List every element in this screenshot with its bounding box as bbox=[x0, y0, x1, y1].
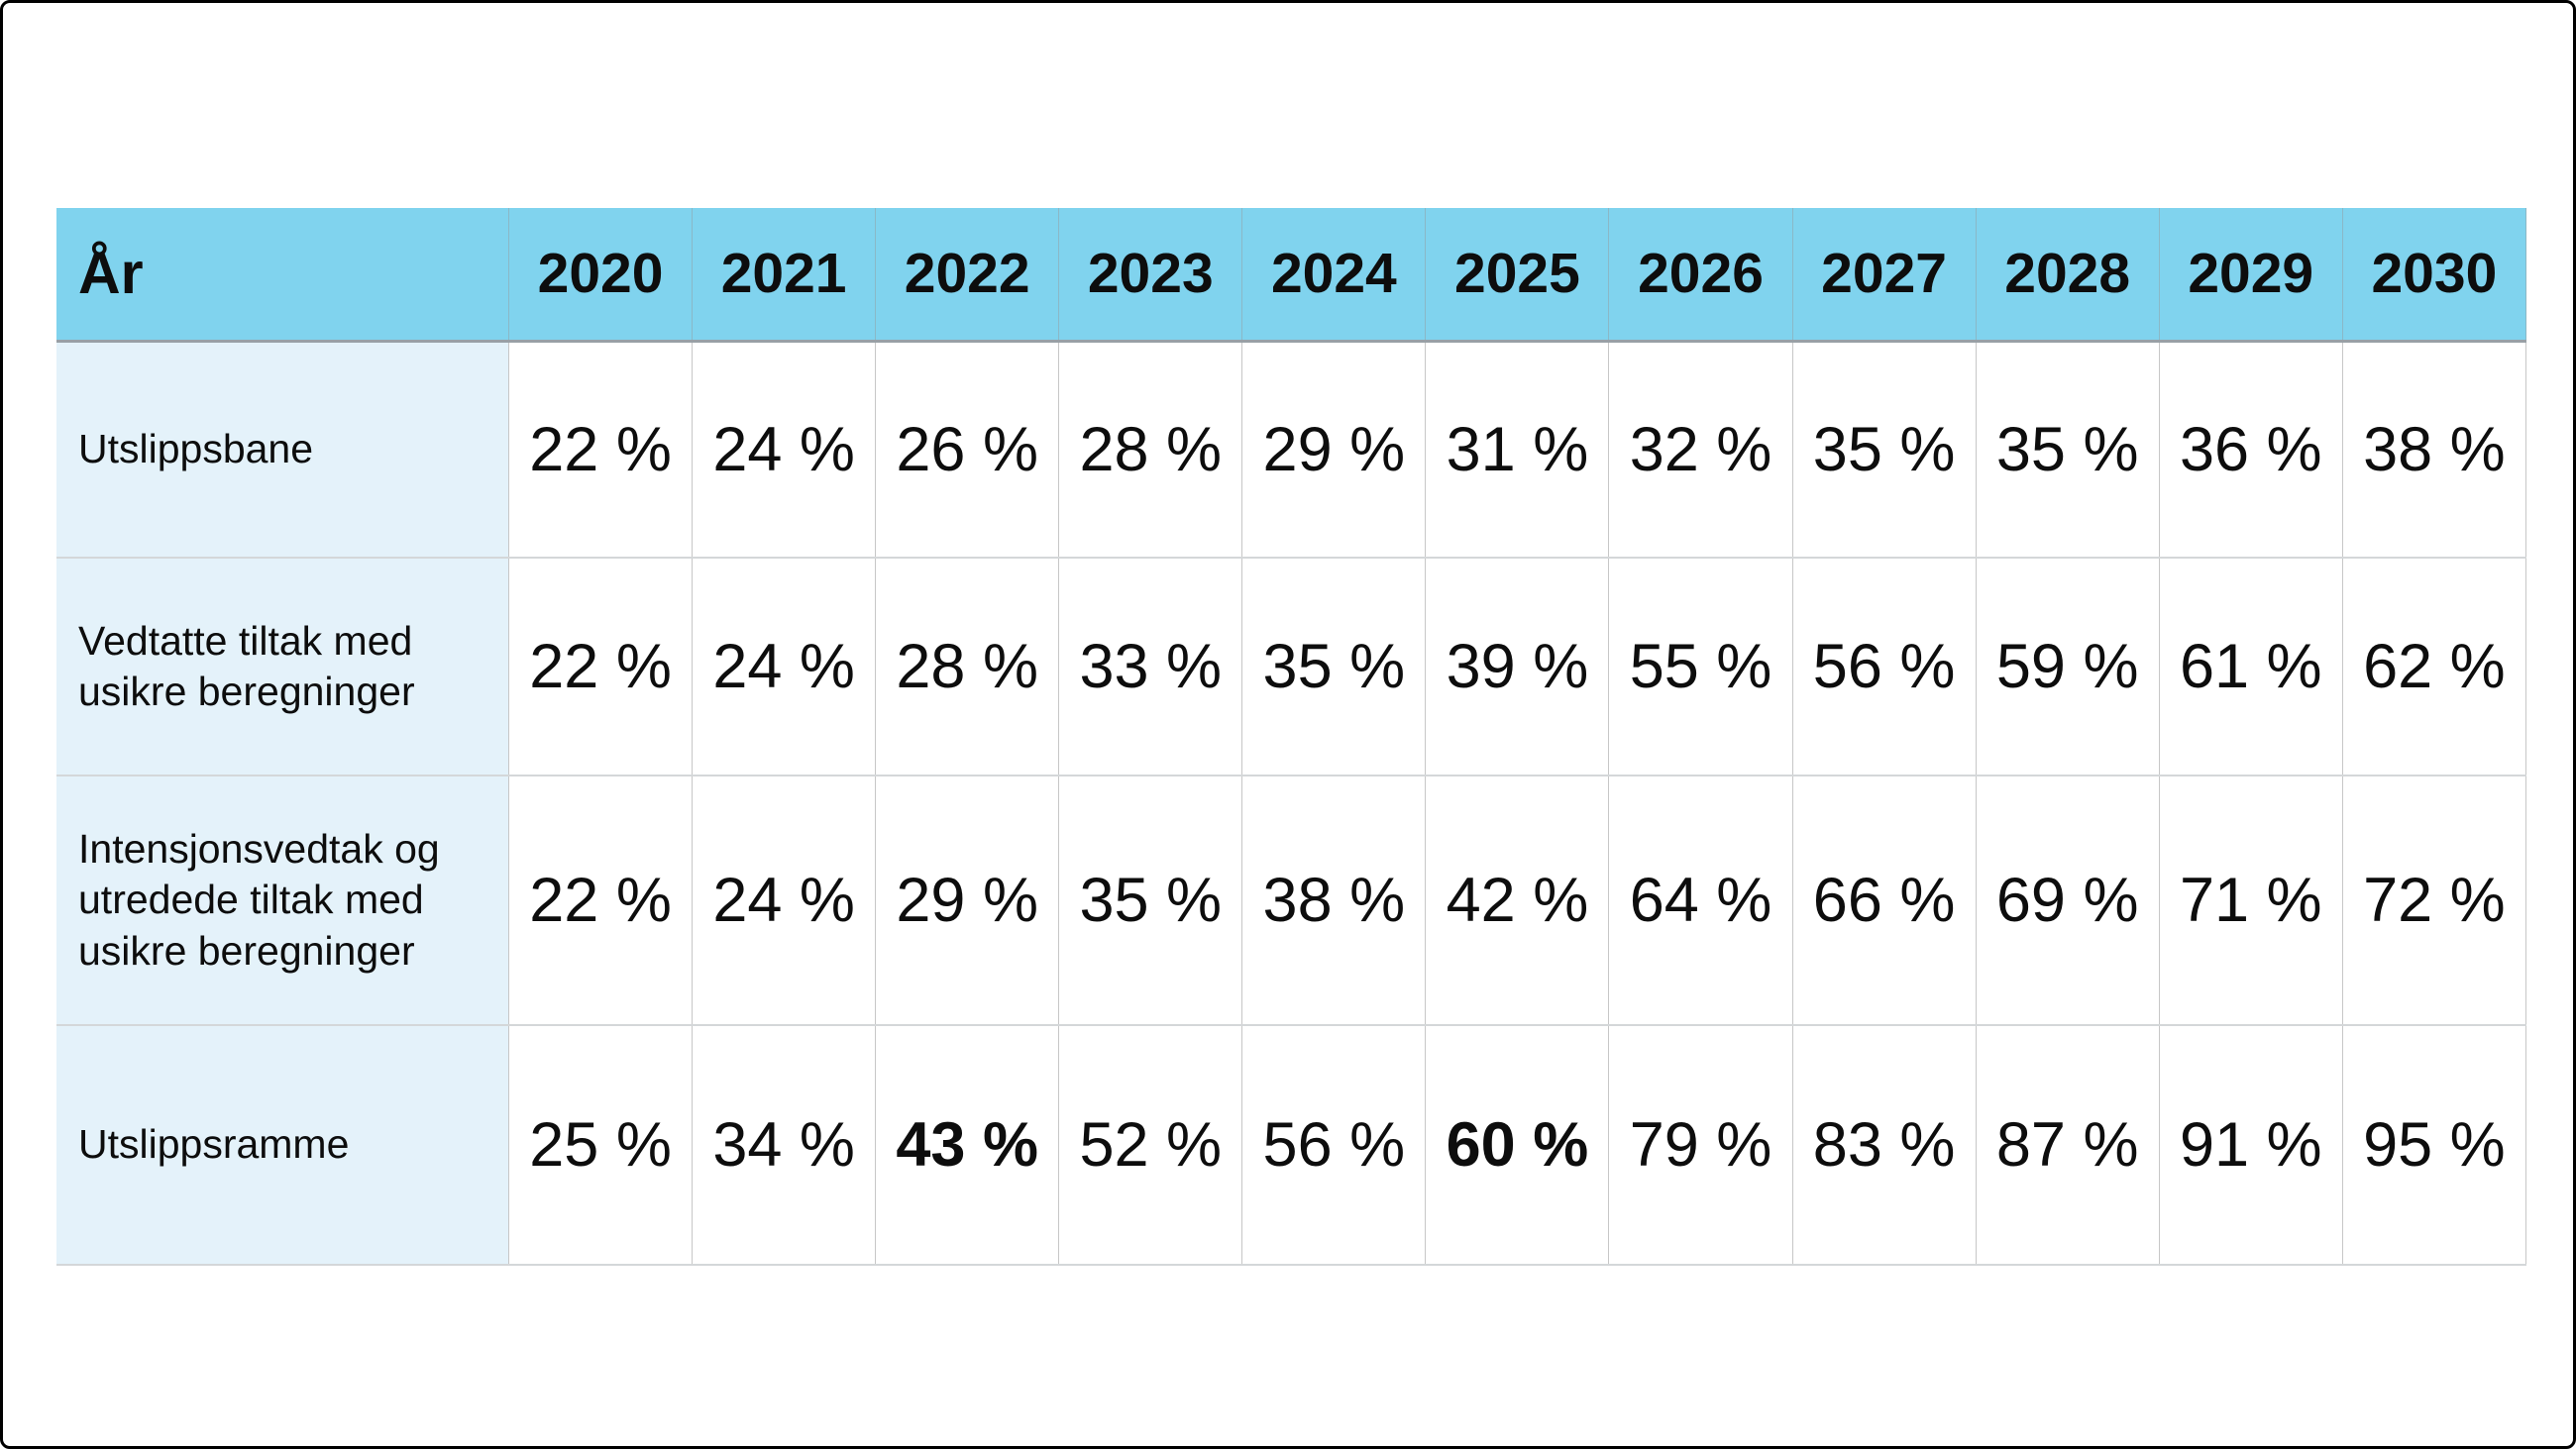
value-cell: 60 % bbox=[1425, 1025, 1609, 1265]
value-cell: 29 % bbox=[1241, 341, 1426, 558]
value-cell: 28 % bbox=[1058, 341, 1242, 558]
value-cell: 24 % bbox=[692, 776, 876, 1025]
value-cell: 43 % bbox=[875, 1025, 1059, 1265]
value-cell: 28 % bbox=[875, 558, 1059, 776]
value-cell: 22 % bbox=[507, 341, 693, 558]
value-cell: 52 % bbox=[1058, 1025, 1242, 1265]
value-cell: 35 % bbox=[1975, 341, 2160, 558]
value-cell: 79 % bbox=[1608, 1025, 1793, 1265]
table-header: År 2020 2021 2022 2023 2024 2025 2026 2027 2028 2… bbox=[56, 208, 2527, 343]
value-cell: 66 % bbox=[1791, 776, 1977, 1025]
value-cell: 91 % bbox=[2158, 1025, 2343, 1265]
value-cell: 61 % bbox=[2158, 558, 2343, 776]
value-cell: 71 % bbox=[2158, 776, 2343, 1025]
table-row: Utslippsramme 25 % 34 % 43 % 52 % 56 % 60 % 79 … bbox=[56, 1025, 2527, 1265]
value-cell: 22 % bbox=[507, 776, 693, 1025]
value-cell: 87 % bbox=[1975, 1025, 2160, 1265]
year-header-cell: 2028 bbox=[1975, 208, 2160, 343]
year-header-cell: 2022 bbox=[875, 208, 1059, 343]
value-cell: 62 % bbox=[2341, 558, 2527, 776]
value-cell: 36 % bbox=[2158, 341, 2343, 558]
year-header-cell: 2021 bbox=[692, 208, 876, 343]
year-header-cell: 2023 bbox=[1058, 208, 1242, 343]
year-header-cell: 2020 bbox=[507, 208, 693, 343]
year-header-cell: 2025 bbox=[1425, 208, 1609, 343]
value-cell: 29 % bbox=[875, 776, 1059, 1025]
row-label: Intensjonsvedtak og utredede tiltak med … bbox=[56, 776, 509, 1025]
value-cell: 42 % bbox=[1425, 776, 1609, 1025]
value-cell: 72 % bbox=[2341, 776, 2527, 1025]
year-header-cell: 2024 bbox=[1241, 208, 1426, 343]
value-cell: 34 % bbox=[692, 1025, 876, 1265]
value-cell: 56 % bbox=[1241, 1025, 1426, 1265]
row-label: Vedtatte tiltak med usikre beregninger bbox=[56, 558, 509, 776]
table-row: Vedtatte tiltak med usikre beregninger 22… bbox=[56, 558, 2527, 776]
value-cell: 35 % bbox=[1241, 558, 1426, 776]
data-table: År 2020 2021 2022 2023 2024 2025 2026 2027 2028 2… bbox=[56, 208, 2527, 1266]
value-cell: 39 % bbox=[1425, 558, 1609, 776]
value-cell: 64 % bbox=[1608, 776, 1793, 1025]
value-cell: 22 % bbox=[507, 558, 693, 776]
value-cell: 24 % bbox=[692, 341, 876, 558]
value-cell: 95 % bbox=[2341, 1025, 2527, 1265]
value-cell: 56 % bbox=[1791, 558, 1977, 776]
table-row: Intensjonsvedtak og utredede tiltak med … bbox=[56, 776, 2527, 1025]
emissions-table: År 2020 2021 2022 2023 2024 2025 2026 2027 2028 2… bbox=[56, 208, 2527, 1266]
value-cell: 69 % bbox=[1975, 776, 2160, 1025]
row-label: Utslippsbane bbox=[56, 341, 509, 558]
value-cell: 33 % bbox=[1058, 558, 1242, 776]
value-cell: 55 % bbox=[1608, 558, 1793, 776]
table-body: Utslippsbane 22 % 24 % 26 % 28 % 29 % 31 % 32 %… bbox=[56, 341, 2527, 1265]
value-cell: 25 % bbox=[507, 1025, 693, 1265]
table-row: Utslippsbane 22 % 24 % 26 % 28 % 29 % 31 % 32 %… bbox=[56, 341, 2527, 558]
value-cell: 32 % bbox=[1608, 341, 1793, 558]
value-cell: 35 % bbox=[1058, 776, 1242, 1025]
row-label: Utslippsramme bbox=[56, 1025, 509, 1265]
value-cell: 35 % bbox=[1791, 341, 1977, 558]
header-row: År 2020 2021 2022 2023 2024 2025 2026 2027 2028 2… bbox=[56, 208, 2527, 343]
value-cell: 38 % bbox=[2341, 341, 2527, 558]
value-cell: 26 % bbox=[875, 341, 1059, 558]
year-header-cell: 2030 bbox=[2341, 208, 2527, 343]
value-cell: 31 % bbox=[1425, 341, 1609, 558]
value-cell: 24 % bbox=[692, 558, 876, 776]
year-header-cell: 2029 bbox=[2158, 208, 2343, 343]
year-header-cell: 2027 bbox=[1791, 208, 1977, 343]
value-cell: 38 % bbox=[1241, 776, 1426, 1025]
year-header-cell: 2026 bbox=[1608, 208, 1793, 343]
year-column-header: År bbox=[56, 208, 509, 343]
value-cell: 83 % bbox=[1791, 1025, 1977, 1265]
value-cell: 59 % bbox=[1975, 558, 2160, 776]
